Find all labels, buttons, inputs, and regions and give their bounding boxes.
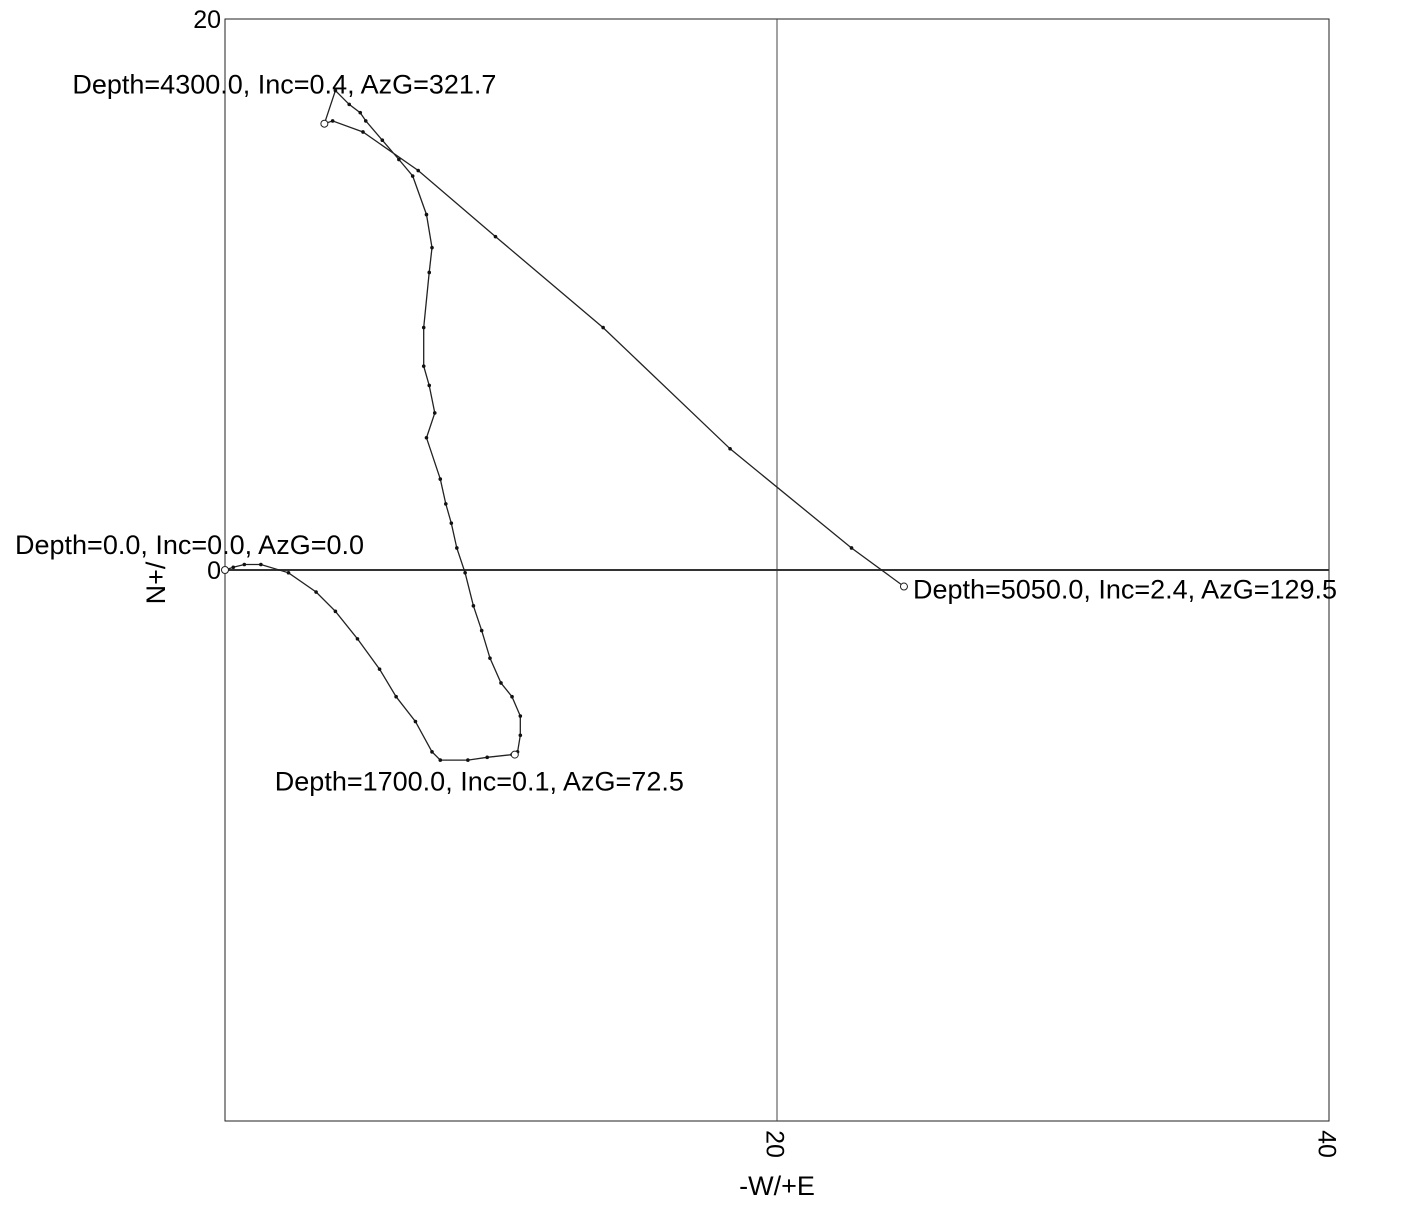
survey-point	[424, 212, 429, 217]
survey-point	[259, 562, 263, 567]
survey-point	[410, 174, 415, 178]
reference-lines	[225, 19, 1329, 1121]
annotations-layer: Depth=0.0, Inc=0.0, AzG=0.0 Depth=1700.0,…	[15, 70, 1337, 797]
survey-point	[449, 521, 454, 525]
survey-point	[330, 119, 335, 123]
survey-point	[333, 88, 338, 93]
survey-point	[849, 546, 854, 550]
well-path-layer	[224, 89, 905, 761]
annotation-label: Depth=0.0, Inc=0.0, AzG=0.0	[15, 530, 364, 560]
survey-point	[347, 102, 352, 107]
station-marker	[320, 119, 329, 128]
y-tick-label: 0	[207, 557, 221, 585]
survey-point	[438, 477, 443, 481]
survey-point	[333, 609, 338, 614]
survey-point	[444, 502, 448, 506]
survey-point	[416, 168, 421, 173]
station-marker	[899, 582, 908, 591]
survey-point	[377, 667, 382, 671]
survey-point	[430, 245, 434, 250]
survey-point	[424, 435, 429, 440]
survey-point	[601, 325, 605, 330]
survey-point	[499, 681, 503, 685]
survey-point	[493, 234, 498, 239]
survey-point	[413, 719, 418, 724]
survey-point	[510, 694, 514, 699]
station-markers-layer	[221, 119, 908, 759]
survey-point	[242, 562, 247, 567]
survey-point	[427, 383, 432, 388]
survey-point	[463, 570, 467, 575]
survey-point	[728, 446, 732, 451]
survey-point	[479, 628, 484, 633]
survey-point	[355, 637, 360, 641]
survey-point	[358, 110, 363, 115]
annotation-label: Depth=5050.0, Inc=2.4, AzG=129.5	[913, 575, 1337, 605]
survey-point	[421, 325, 426, 330]
survey-points-layer	[223, 88, 906, 762]
survey-point	[466, 758, 470, 762]
survey-point	[438, 758, 443, 762]
station-marker	[510, 750, 519, 759]
survey-point	[421, 364, 426, 368]
survey-point	[430, 750, 434, 754]
y-tick-label: 20	[193, 6, 221, 34]
survey-point	[427, 270, 432, 275]
survey-point	[380, 138, 385, 143]
survey-point	[397, 157, 401, 162]
survey-point	[488, 656, 492, 660]
well-path-line	[224, 89, 905, 761]
x-axis-label: -W/+E	[739, 1171, 815, 1201]
x-tick-label: 40	[1312, 1130, 1340, 1158]
y-ticks-layer: 20 0	[193, 6, 221, 585]
survey-point	[361, 130, 365, 134]
survey-point	[432, 411, 437, 415]
survey-point	[314, 590, 318, 594]
x-ticks-layer: 20 40	[760, 1130, 1340, 1158]
x-tick-label: 20	[760, 1130, 788, 1158]
y-axis-label: N+/	[141, 561, 171, 604]
annotation-label: Depth=4300.0, Inc=0.4, AzG=321.7	[72, 70, 496, 100]
survey-point	[518, 733, 523, 738]
survey-point	[455, 546, 459, 550]
survey-point	[485, 755, 490, 760]
survey-point	[394, 694, 398, 699]
survey-point	[286, 570, 291, 575]
survey-point	[231, 565, 236, 570]
annotation-label: Depth=1700.0, Inc=0.1, AzG=72.5	[275, 767, 684, 797]
survey-point	[471, 604, 476, 608]
survey-point	[518, 714, 523, 718]
survey-point	[363, 119, 368, 123]
station-marker	[221, 566, 229, 574]
